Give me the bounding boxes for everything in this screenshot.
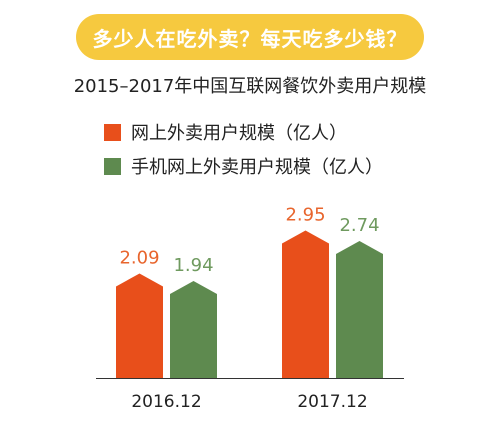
value-label-mobile-2016.12: 1.94 xyxy=(173,255,213,276)
chart-legend: 网上外卖用户规模（亿人） 手机网上外卖用户规模（亿人） xyxy=(104,118,383,186)
legend-item-mobile: 手机网上外卖用户规模（亿人） xyxy=(104,152,383,180)
header-banner: 多少人在吃外卖？每天吃多少钱？ xyxy=(76,14,424,60)
bar-mobile-2016.12 xyxy=(170,281,217,378)
value-label-mobile-2017.12: 2.74 xyxy=(339,215,379,236)
bar-mobile-2017.12 xyxy=(336,241,383,378)
legend-label-online: 网上外卖用户规模（亿人） xyxy=(131,123,347,144)
value-label-online-2016.12: 2.09 xyxy=(119,248,159,269)
value-label-online-2017.12: 2.95 xyxy=(285,205,325,226)
legend-label-mobile: 手机网上外卖用户规模（亿人） xyxy=(131,157,383,178)
x-tick-label-2016.12: 2016.12 xyxy=(131,392,201,412)
legend-item-online: 网上外卖用户规模（亿人） xyxy=(104,118,383,146)
x-tick-label-2017.12: 2017.12 xyxy=(297,392,367,412)
legend-swatch-mobile xyxy=(104,157,121,175)
banner-title: 多少人在吃外卖？每天吃多少钱？ xyxy=(92,26,408,51)
chart-title: 2015–2017年中国互联网餐饮外卖用户规模 xyxy=(73,76,427,97)
bar-online-2017.12 xyxy=(282,230,329,378)
bar-online-2016.12 xyxy=(116,273,163,378)
legend-swatch-online xyxy=(104,123,121,141)
